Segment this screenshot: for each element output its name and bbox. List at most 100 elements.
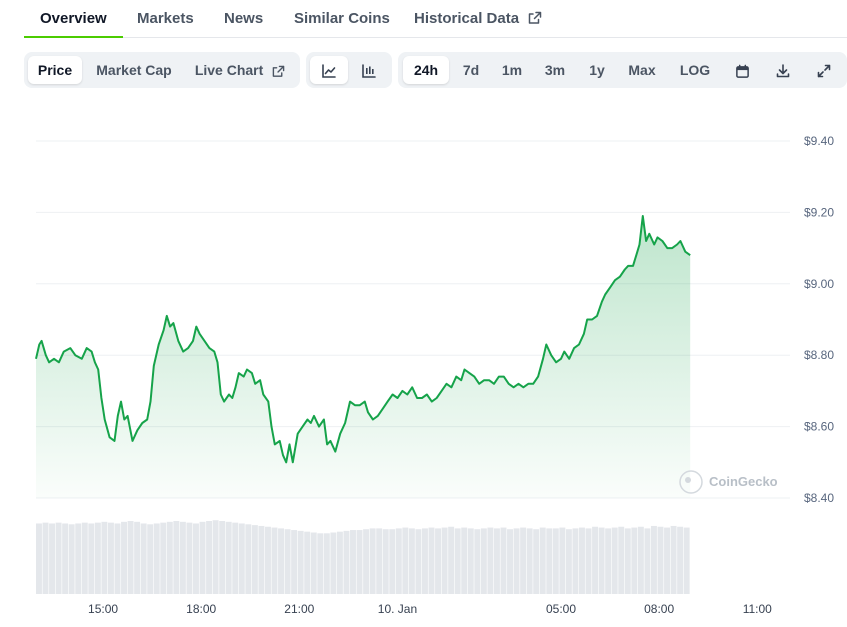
volume-bar: [363, 529, 370, 594]
range-3m[interactable]: 3m: [544, 62, 566, 78]
volume-bar: [284, 529, 291, 594]
x-tick-label: 10. Jan: [378, 602, 417, 616]
volume-bar: [520, 527, 527, 594]
volume-bar: [101, 521, 108, 594]
line-chart-button[interactable]: [310, 56, 348, 84]
y-tick-label: $8.60: [804, 420, 834, 434]
price-chart[interactable]: $9.40 $9.20 $9.00 $8.80 $8.60 $8.40 15:00 18:0…: [0, 100, 847, 627]
volume-bar: [435, 528, 442, 594]
volume-bar: [291, 530, 298, 594]
volume-bar: [624, 528, 631, 594]
tab-markets[interactable]: Markets: [137, 10, 194, 27]
volume-bar: [55, 522, 62, 594]
live-chart-label: Live Chart: [194, 62, 264, 78]
volume-bar: [225, 521, 232, 594]
volume-bars: [36, 520, 690, 594]
calendar-button[interactable]: [725, 56, 759, 84]
x-axis-ticks: 15:00 18:00 21:00 10. Jan 05:00 08:00 11:00: [88, 602, 772, 616]
volume-bar: [605, 528, 612, 594]
volume-bar: [121, 521, 127, 594]
volume-bar: [88, 523, 95, 594]
volume-bar: [565, 529, 572, 594]
log-scale-toggle[interactable]: LOG: [679, 62, 711, 78]
external-link-icon: [528, 11, 542, 24]
volume-bar: [310, 532, 317, 594]
volume-bar: [382, 529, 389, 594]
range-max[interactable]: Max: [628, 62, 656, 78]
volume-bar: [278, 528, 285, 594]
range-24h[interactable]: 24h: [403, 56, 449, 84]
candlestick-chart-icon: [362, 64, 376, 79]
x-tick-label: 05:00: [546, 602, 576, 616]
volume-bar: [572, 528, 579, 594]
volume-bar: [493, 528, 500, 594]
volume-bar: [415, 529, 422, 594]
metric-toggle-group: Price Market Cap Live Chart: [24, 52, 300, 88]
volume-bar: [323, 533, 330, 594]
volume-bar: [539, 527, 546, 594]
volume-bar: [317, 533, 324, 594]
volume-bar: [186, 522, 193, 594]
y-tick-label: $9.40: [804, 134, 834, 148]
live-chart-link[interactable]: Live Chart: [186, 56, 294, 84]
x-tick-label: 08:00: [644, 602, 674, 616]
volume-bar: [683, 527, 690, 594]
volume-bar: [330, 532, 337, 594]
volume-bar: [376, 528, 383, 594]
fullscreen-button[interactable]: [807, 56, 841, 84]
volume-bar: [212, 520, 219, 594]
volume-bar: [81, 522, 88, 594]
volume-bar: [480, 528, 487, 594]
price-toggle[interactable]: Price: [28, 56, 82, 84]
range-1m[interactable]: 1m: [501, 62, 523, 78]
tab-news[interactable]: News: [224, 10, 264, 27]
tab-historical-data[interactable]: Historical Data: [414, 10, 542, 38]
price-area: [36, 216, 691, 498]
volume-bar: [258, 525, 265, 594]
top-tabs: Overview Markets News Similar Coins Hist…: [24, 0, 847, 38]
volume-bar: [62, 523, 69, 594]
volume-bar: [592, 526, 599, 594]
volume-bar: [461, 527, 468, 594]
tab-similar-coins[interactable]: Similar Coins: [294, 10, 390, 27]
volume-bar: [526, 528, 533, 594]
volume-bar: [107, 522, 114, 594]
coingecko-watermark: CoinGecko: [679, 470, 778, 494]
volume-bar: [644, 528, 651, 594]
volume-bar: [546, 528, 553, 594]
volume-bar: [199, 521, 206, 594]
x-tick-label: 21:00: [284, 602, 314, 616]
download-button[interactable]: [766, 56, 800, 84]
volume-bar: [657, 526, 664, 594]
volume-bar: [350, 530, 356, 594]
volume-bar: [336, 531, 343, 594]
volume-bar: [428, 527, 435, 594]
market-cap-toggle[interactable]: Market Cap: [96, 62, 172, 78]
tab-historical-data-label: Historical Data: [414, 10, 520, 27]
volume-bar: [134, 521, 141, 594]
volume-bar: [127, 521, 134, 594]
volume-bar: [395, 528, 402, 594]
volume-bar: [36, 523, 42, 594]
volume-bar: [552, 528, 559, 594]
volume-bar: [245, 524, 252, 594]
tab-overview[interactable]: Overview: [24, 10, 123, 38]
y-axis-ticks: $9.40 $9.20 $9.00 $8.80 $8.60 $8.40: [804, 134, 834, 505]
volume-bar: [670, 525, 677, 594]
volume-bar: [219, 521, 226, 594]
range-1y[interactable]: 1y: [589, 62, 605, 78]
y-tick-label: $9.00: [804, 277, 834, 291]
volume-bar: [585, 528, 592, 594]
range-7d[interactable]: 7d: [462, 62, 480, 78]
y-tick-label: $8.80: [804, 348, 834, 362]
volume-bar: [238, 523, 245, 594]
volume-bar: [618, 526, 625, 594]
volume-bar: [421, 528, 428, 594]
candlestick-chart-button[interactable]: [350, 56, 388, 84]
volume-bar: [598, 527, 605, 594]
volume-bar: [664, 527, 671, 594]
volume-bar: [153, 523, 160, 594]
volume-bar: [677, 526, 684, 594]
volume-bar: [206, 521, 213, 594]
volume-bar: [42, 522, 49, 594]
